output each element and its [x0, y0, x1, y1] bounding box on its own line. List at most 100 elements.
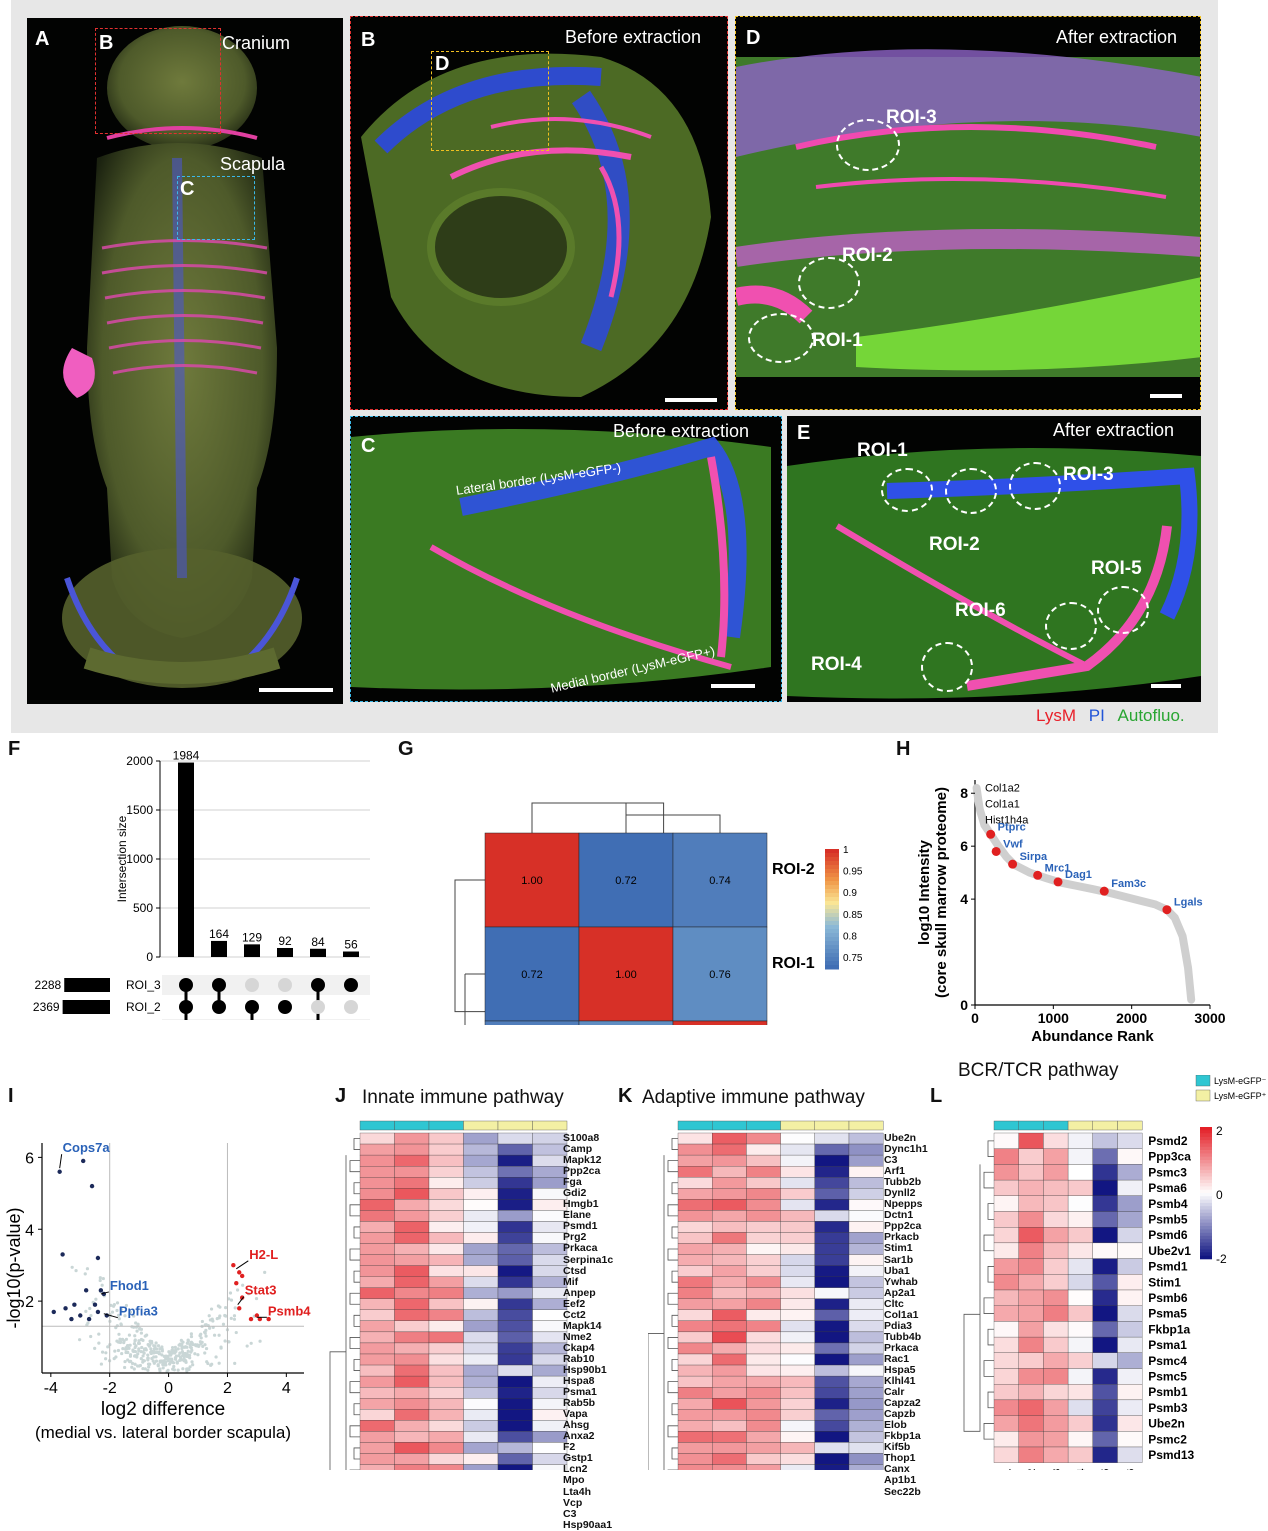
background-point	[204, 1346, 209, 1351]
highlight-point	[1162, 905, 1172, 915]
heatmap-cell	[1043, 1211, 1069, 1228]
heatmap-cell	[848, 1221, 884, 1233]
heatmap-cell	[677, 1431, 713, 1443]
bar	[178, 762, 194, 957]
background-point	[201, 1344, 205, 1348]
heatmap-cell	[463, 1276, 499, 1288]
background-point	[224, 1306, 228, 1310]
gene-label: Thop1	[884, 1452, 916, 1465]
heatmap-cell	[463, 1464, 499, 1470]
x-tick-label: -2	[103, 1380, 117, 1397]
background-point	[142, 1359, 146, 1363]
scale-segment	[1200, 1173, 1212, 1177]
background-point	[170, 1348, 174, 1353]
x-tick-label: 2000	[1116, 1010, 1147, 1026]
heatmap-cell	[1067, 1132, 1093, 1149]
heatmap-cell	[780, 1243, 815, 1255]
heatmap-cell	[1067, 1274, 1093, 1291]
gene-label: Fkbp1a	[884, 1430, 921, 1443]
heatmap-cell	[677, 1398, 713, 1410]
label-pointer	[59, 1154, 63, 1169]
background-point	[233, 1306, 237, 1310]
gene-label: Dync1h1	[884, 1143, 928, 1156]
background-point	[191, 1363, 195, 1367]
heatmap-cell	[1117, 1148, 1143, 1165]
scale-segment	[1200, 1212, 1212, 1217]
gene-label: Hspa5	[884, 1363, 916, 1376]
heatmap-cell	[463, 1353, 499, 1366]
heatmap-cell	[463, 1199, 499, 1211]
heatmap-cell	[532, 1199, 568, 1211]
down-regulated-point	[95, 1255, 101, 1261]
background-point	[150, 1356, 154, 1361]
background-point	[204, 1334, 208, 1338]
background-point	[188, 1365, 192, 1369]
heatmap-cell	[1067, 1336, 1093, 1353]
background-point	[128, 1343, 132, 1347]
gene-label: Ube2n	[1148, 1417, 1185, 1431]
background-point	[119, 1322, 123, 1326]
colorbar-segment	[825, 941, 839, 946]
gene-label: Mpo	[563, 1474, 585, 1487]
heatmap-cell	[1043, 1431, 1069, 1448]
background-point	[228, 1291, 233, 1295]
heatmap-cell	[712, 1409, 747, 1421]
panel-b-caption: Before extraction	[565, 27, 702, 47]
heatmap-cell	[712, 1199, 747, 1211]
gene-label: Cltc	[884, 1297, 904, 1310]
background-point	[173, 1351, 177, 1355]
heatmap-cell	[394, 1232, 430, 1244]
background-point	[175, 1361, 179, 1365]
heatmap-cell	[677, 1154, 713, 1167]
heatmap-cell	[1092, 1258, 1118, 1275]
gene-label: Dctn1	[884, 1209, 914, 1222]
colorbar-segment	[825, 921, 839, 926]
heatmap-cell	[497, 1265, 533, 1277]
background-point	[176, 1347, 180, 1351]
heatmap-cell	[1117, 1305, 1143, 1322]
gene-label: Psmd1	[1148, 1260, 1188, 1274]
heatmap-cell	[394, 1188, 430, 1200]
scale-segment	[1200, 1189, 1212, 1194]
gene-label: Hsp90b1	[563, 1363, 607, 1376]
heatmap-cell	[463, 1364, 499, 1377]
gene-label: Klhl41	[884, 1375, 916, 1388]
colorbar-segment	[825, 953, 839, 958]
colorbar-segment	[825, 889, 839, 894]
gene-label: Ube2v1	[1148, 1244, 1191, 1258]
heatmap-cell	[780, 1375, 815, 1388]
background-point	[172, 1368, 176, 1372]
heatmap-cell	[1117, 1211, 1143, 1228]
heatmap-cell	[780, 1453, 815, 1465]
background-point	[188, 1356, 192, 1360]
heatmap-cell	[532, 1254, 568, 1266]
background-point	[157, 1352, 161, 1356]
roi-label: ROI-5	[1091, 558, 1142, 579]
scale-segment	[1200, 1235, 1212, 1240]
heatmap-cell	[394, 1431, 430, 1443]
background-point	[132, 1367, 136, 1371]
colorbar-segment	[825, 933, 839, 938]
heatmap-cell	[814, 1232, 850, 1244]
heatmap-cell	[814, 1265, 850, 1277]
background-point	[162, 1354, 166, 1358]
heatmap-cell	[677, 1188, 713, 1200]
heatmap-cell	[463, 1210, 499, 1222]
colorbar-segment	[825, 913, 839, 918]
colorbar-segment	[825, 917, 839, 922]
scale-segment	[1200, 1193, 1212, 1197]
background-point	[163, 1361, 167, 1365]
heatmap-cell	[848, 1442, 884, 1454]
background-point	[235, 1288, 240, 1292]
group-annotation	[394, 1120, 430, 1131]
heatmap-cell	[463, 1420, 499, 1432]
gene-label: Fkbp1a	[1148, 1322, 1190, 1336]
heatmap-cell	[463, 1221, 499, 1233]
heatmap-cell	[359, 1464, 395, 1470]
heatmap-cell	[1117, 1179, 1143, 1196]
background-point	[133, 1349, 137, 1354]
background-point	[136, 1364, 140, 1368]
heatmap-cell	[359, 1199, 395, 1211]
heatmap-cell	[712, 1398, 747, 1410]
heatmap-cell	[677, 1276, 713, 1288]
